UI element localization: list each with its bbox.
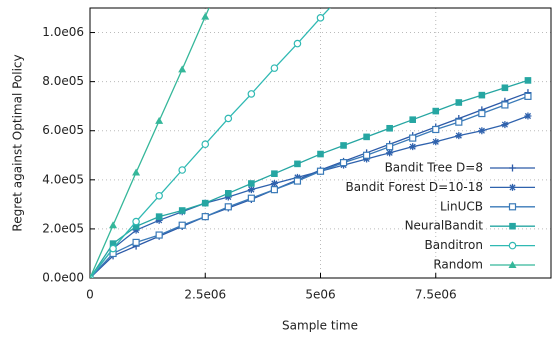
marker bbox=[132, 168, 141, 176]
marker bbox=[509, 183, 516, 191]
marker bbox=[270, 186, 278, 194]
marker bbox=[478, 91, 486, 99]
marker bbox=[509, 222, 516, 230]
marker bbox=[178, 207, 186, 214]
marker bbox=[317, 150, 324, 158]
marker bbox=[455, 132, 463, 140]
marker bbox=[316, 167, 325, 175]
marker bbox=[132, 223, 140, 230]
marker bbox=[224, 193, 232, 201]
marker bbox=[478, 127, 486, 135]
series-layer bbox=[90, 8, 532, 278]
x-tick-label: 2.5e06 bbox=[184, 288, 226, 302]
marker bbox=[409, 143, 417, 151]
marker bbox=[178, 221, 186, 229]
marker bbox=[224, 114, 233, 123]
marker bbox=[132, 238, 140, 247]
marker bbox=[270, 180, 278, 187]
marker bbox=[363, 151, 371, 159]
marker bbox=[178, 166, 187, 174]
marker bbox=[386, 149, 394, 157]
marker bbox=[339, 159, 348, 167]
marker bbox=[155, 213, 163, 220]
marker bbox=[201, 199, 209, 207]
x-axis-label: Sample time bbox=[282, 319, 358, 333]
marker bbox=[132, 226, 140, 234]
marker bbox=[247, 194, 255, 202]
marker bbox=[524, 77, 532, 84]
marker bbox=[316, 14, 325, 22]
y-axis-label: Regret against Optimal Policy bbox=[11, 54, 25, 231]
marker bbox=[363, 133, 370, 141]
y-tick-label: 0.0e00 bbox=[42, 271, 84, 285]
series-line bbox=[90, 95, 529, 278]
x-tick-label: 0 bbox=[86, 288, 94, 302]
marker bbox=[508, 261, 517, 268]
marker bbox=[109, 244, 117, 253]
y-tick-label: 6.0e05 bbox=[42, 123, 84, 137]
marker bbox=[501, 84, 509, 92]
marker bbox=[508, 241, 517, 250]
marker bbox=[109, 221, 118, 229]
marker bbox=[248, 180, 255, 187]
marker bbox=[386, 124, 393, 132]
marker bbox=[478, 109, 486, 118]
x-tick-label: 7.5e06 bbox=[415, 288, 457, 302]
marker bbox=[340, 142, 347, 149]
marker bbox=[294, 160, 301, 168]
marker bbox=[155, 116, 164, 124]
marker bbox=[501, 121, 509, 129]
marker bbox=[293, 39, 302, 48]
marker bbox=[409, 134, 417, 142]
marker bbox=[109, 240, 117, 247]
y-tick-label: 4.0e05 bbox=[42, 172, 84, 186]
legend-label: NeuralBandit bbox=[405, 219, 484, 233]
marker bbox=[155, 216, 163, 224]
x-tick-label: 5e06 bbox=[305, 288, 335, 302]
marker bbox=[132, 217, 140, 226]
marker bbox=[293, 177, 302, 185]
marker bbox=[201, 12, 210, 20]
marker bbox=[455, 118, 463, 126]
series-line bbox=[90, 79, 529, 278]
legend-label: Bandit Tree D=8 bbox=[385, 161, 483, 175]
marker bbox=[271, 170, 278, 177]
marker bbox=[201, 140, 210, 149]
marker bbox=[432, 107, 440, 115]
legend: Bandit Tree D=8 Bandit Forest D=10-18 LinU… bbox=[346, 161, 535, 272]
marker bbox=[432, 125, 440, 134]
marker bbox=[155, 191, 163, 200]
marker bbox=[363, 155, 371, 163]
legend-label: Bandit Forest D=10-18 bbox=[346, 180, 483, 194]
marker bbox=[501, 101, 509, 109]
marker bbox=[455, 99, 463, 106]
plot-frame bbox=[89, 7, 552, 279]
marker bbox=[178, 65, 187, 73]
marker bbox=[524, 112, 532, 120]
marker bbox=[386, 143, 394, 151]
marker bbox=[224, 203, 232, 211]
legend-label: Random bbox=[433, 258, 483, 272]
marker bbox=[90, 274, 93, 278]
marker bbox=[247, 90, 256, 98]
marker bbox=[270, 64, 279, 72]
legend-label: Banditron bbox=[425, 238, 483, 252]
marker bbox=[225, 190, 232, 197]
series-line bbox=[90, 8, 331, 278]
marker bbox=[509, 164, 516, 172]
marker bbox=[293, 173, 301, 181]
marker bbox=[247, 186, 255, 194]
marker bbox=[524, 92, 532, 100]
series-line bbox=[90, 115, 529, 278]
marker bbox=[155, 231, 163, 239]
marker bbox=[409, 116, 416, 123]
marker bbox=[201, 213, 209, 221]
marker bbox=[432, 138, 440, 146]
y-tick-label: 2.0e05 bbox=[42, 221, 84, 235]
y-tick-label: 8.0e05 bbox=[42, 74, 84, 88]
legend-label: LinUCB bbox=[440, 199, 483, 213]
y-tick-label: 1.0e06 bbox=[42, 25, 84, 39]
marker bbox=[508, 203, 517, 211]
